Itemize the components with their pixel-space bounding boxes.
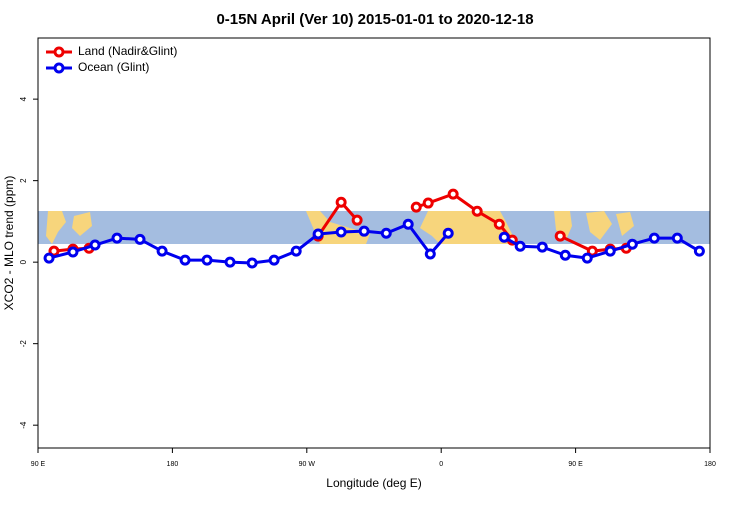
data-point bbox=[671, 232, 683, 244]
data-point bbox=[554, 230, 566, 242]
x-tick-label: 90 E bbox=[568, 461, 583, 468]
data-point bbox=[156, 245, 168, 257]
data-point bbox=[335, 196, 347, 208]
data-point bbox=[43, 252, 55, 264]
map-band bbox=[38, 211, 710, 244]
data-point bbox=[604, 245, 616, 257]
data-point bbox=[201, 254, 213, 266]
data-point bbox=[111, 232, 123, 244]
data-point bbox=[536, 241, 548, 253]
y-tick-label: -4 bbox=[19, 421, 28, 429]
data-point bbox=[358, 225, 370, 237]
data-point bbox=[422, 197, 434, 209]
data-point bbox=[246, 257, 258, 269]
plot-frame bbox=[37, 37, 711, 449]
land-patch bbox=[554, 211, 572, 240]
x-tick-label: 180 bbox=[704, 461, 716, 468]
legend-marker bbox=[53, 62, 65, 74]
data-point bbox=[335, 226, 347, 238]
x-axis-label: Longitude (deg E) bbox=[326, 476, 421, 490]
data-point bbox=[626, 238, 638, 250]
y-axis-label: XCO2 - MLO trend (ppm) bbox=[2, 176, 16, 311]
data-point bbox=[290, 245, 302, 257]
legend-marker bbox=[53, 46, 65, 58]
data-point bbox=[442, 227, 454, 239]
data-point bbox=[380, 227, 392, 239]
y-tick-label: 2 bbox=[19, 178, 28, 183]
legend-label: Land (Nadir&Glint) bbox=[78, 44, 177, 58]
data-point bbox=[312, 228, 324, 240]
data-point bbox=[402, 218, 414, 230]
data-point bbox=[424, 248, 436, 260]
land-patch bbox=[46, 211, 66, 244]
data-point bbox=[581, 252, 593, 264]
x-tick-label: 180 bbox=[167, 461, 179, 468]
x-tick-label: 90 W bbox=[299, 461, 316, 468]
land-patch bbox=[586, 211, 612, 240]
data-point bbox=[224, 256, 236, 268]
y-tick-label: 4 bbox=[19, 96, 28, 101]
data-point bbox=[447, 188, 459, 200]
data-point bbox=[179, 254, 191, 266]
land-patch bbox=[616, 212, 634, 236]
chart-title: 0-15N April (Ver 10) 2015-01-01 to 2020-… bbox=[216, 11, 533, 28]
data-point bbox=[67, 246, 79, 258]
data-point bbox=[514, 240, 526, 252]
y-tick-label: 0 bbox=[19, 259, 28, 264]
x-tick-label: 90 E bbox=[31, 461, 46, 468]
land-patch bbox=[72, 212, 92, 236]
data-point bbox=[351, 214, 363, 226]
data-point bbox=[410, 201, 422, 213]
series-line bbox=[503, 235, 701, 260]
data-point bbox=[559, 249, 571, 261]
data-point bbox=[268, 254, 280, 266]
data-point bbox=[471, 205, 483, 217]
y-tick-label: -2 bbox=[19, 340, 28, 348]
data-point bbox=[134, 233, 146, 245]
data-point bbox=[89, 239, 101, 251]
legend-label: Ocean (Glint) bbox=[78, 60, 149, 74]
data-point bbox=[48, 245, 60, 257]
data-point bbox=[493, 218, 505, 230]
data-point bbox=[693, 245, 705, 257]
x-tick-label: 0 bbox=[439, 461, 443, 468]
data-point bbox=[648, 232, 660, 244]
data-point bbox=[498, 231, 510, 243]
